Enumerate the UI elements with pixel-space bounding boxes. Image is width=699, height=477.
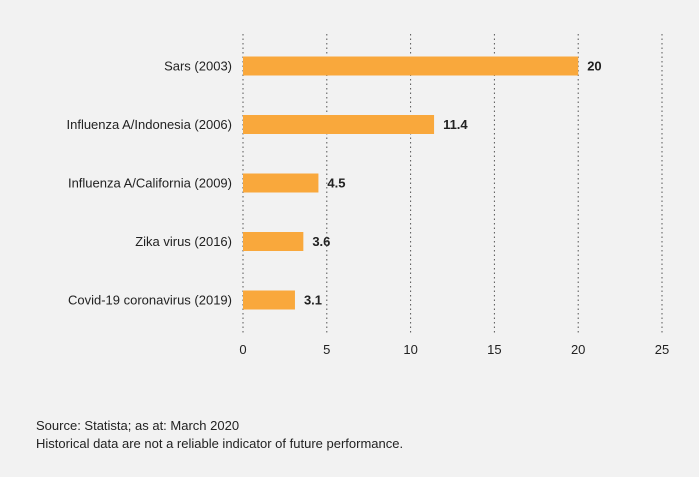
bar — [243, 290, 295, 310]
x-tick-label: 5 — [323, 342, 330, 357]
category-label: Zika virus (2016) — [135, 234, 232, 249]
category-label: Sars (2003) — [164, 59, 232, 74]
value-label: 3.1 — [304, 293, 322, 308]
x-tick-label: 20 — [571, 342, 585, 357]
x-axis-ticks: 0 5 10 15 20 25 — [239, 342, 669, 357]
value-label: 3.6 — [312, 234, 330, 249]
bar — [243, 115, 435, 134]
x-tick-label: 0 — [239, 342, 246, 357]
category-label: Covid-19 coronavirus (2019) — [68, 293, 232, 308]
value-label: 11.4 — [443, 117, 468, 132]
category-labels: Sars (2003) Influenza A/Indonesia (2006) I… — [66, 59, 232, 308]
bar — [243, 56, 579, 76]
bar-chart: Sars (2003) Influenza A/Indonesia (2006) I… — [66, 34, 669, 357]
x-tick-label: 10 — [403, 342, 417, 357]
value-label: 20 — [587, 59, 601, 74]
source-note: Source: Statista; as at: March 2020 — [36, 418, 240, 433]
disclaimer-note: Historical data are not a reliable indic… — [36, 436, 404, 451]
bar — [243, 173, 319, 193]
category-label: Influenza A/Indonesia (2006) — [66, 117, 232, 132]
x-tick-label: 25 — [655, 342, 669, 357]
value-label: 4.5 — [327, 176, 345, 191]
category-label: Influenza A/California (2009) — [68, 176, 232, 191]
x-tick-label: 15 — [487, 342, 501, 357]
value-labels: 20 11.4 4.5 3.6 3.1 — [304, 59, 602, 308]
bar — [243, 232, 304, 251]
bars — [243, 56, 579, 310]
